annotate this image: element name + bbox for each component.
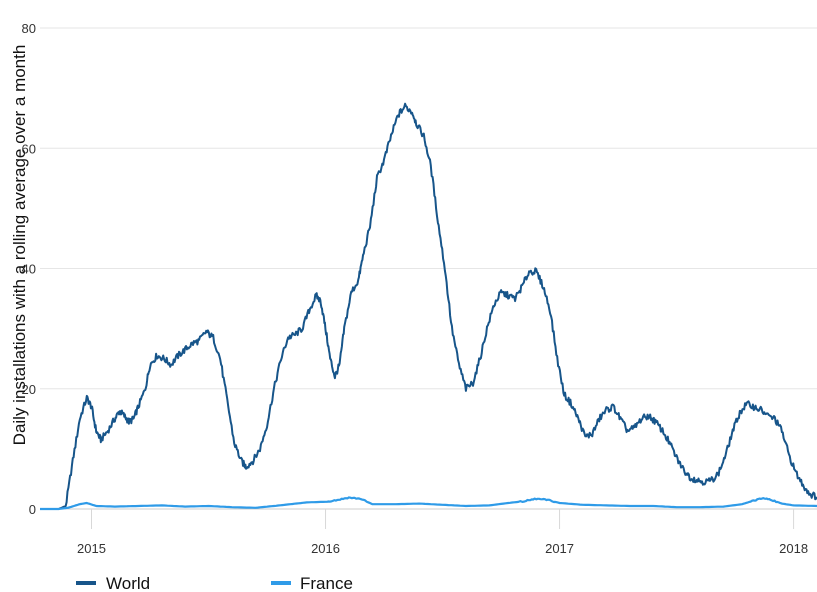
legend-label-world: World [106, 574, 150, 592]
x-tick-label: 2017 [545, 541, 574, 556]
y-axis-ticks: 0 20 40 60 80 [22, 21, 36, 517]
x-tick-label: 2016 [311, 541, 340, 556]
y-axis-title: Daily installations with a rolling avera… [10, 45, 29, 446]
x-tick-label: 2018 [779, 541, 808, 556]
legend: World France [76, 574, 353, 592]
y-tick-label: 80 [22, 21, 36, 36]
y-tick-label: 20 [22, 382, 36, 397]
x-tick-label: 2015 [77, 541, 106, 556]
series-line-france [40, 496, 817, 511]
y-tick-label: 40 [22, 262, 36, 277]
x-axis-ticks: 2015 2016 2017 2018 [77, 509, 808, 556]
y-tick-label: 0 [29, 502, 36, 517]
legend-label-france: France [300, 574, 353, 592]
series-lines [40, 102, 817, 511]
series-line-world [40, 102, 817, 510]
y-tick-label: 60 [22, 141, 36, 156]
gridlines [40, 27, 817, 510]
